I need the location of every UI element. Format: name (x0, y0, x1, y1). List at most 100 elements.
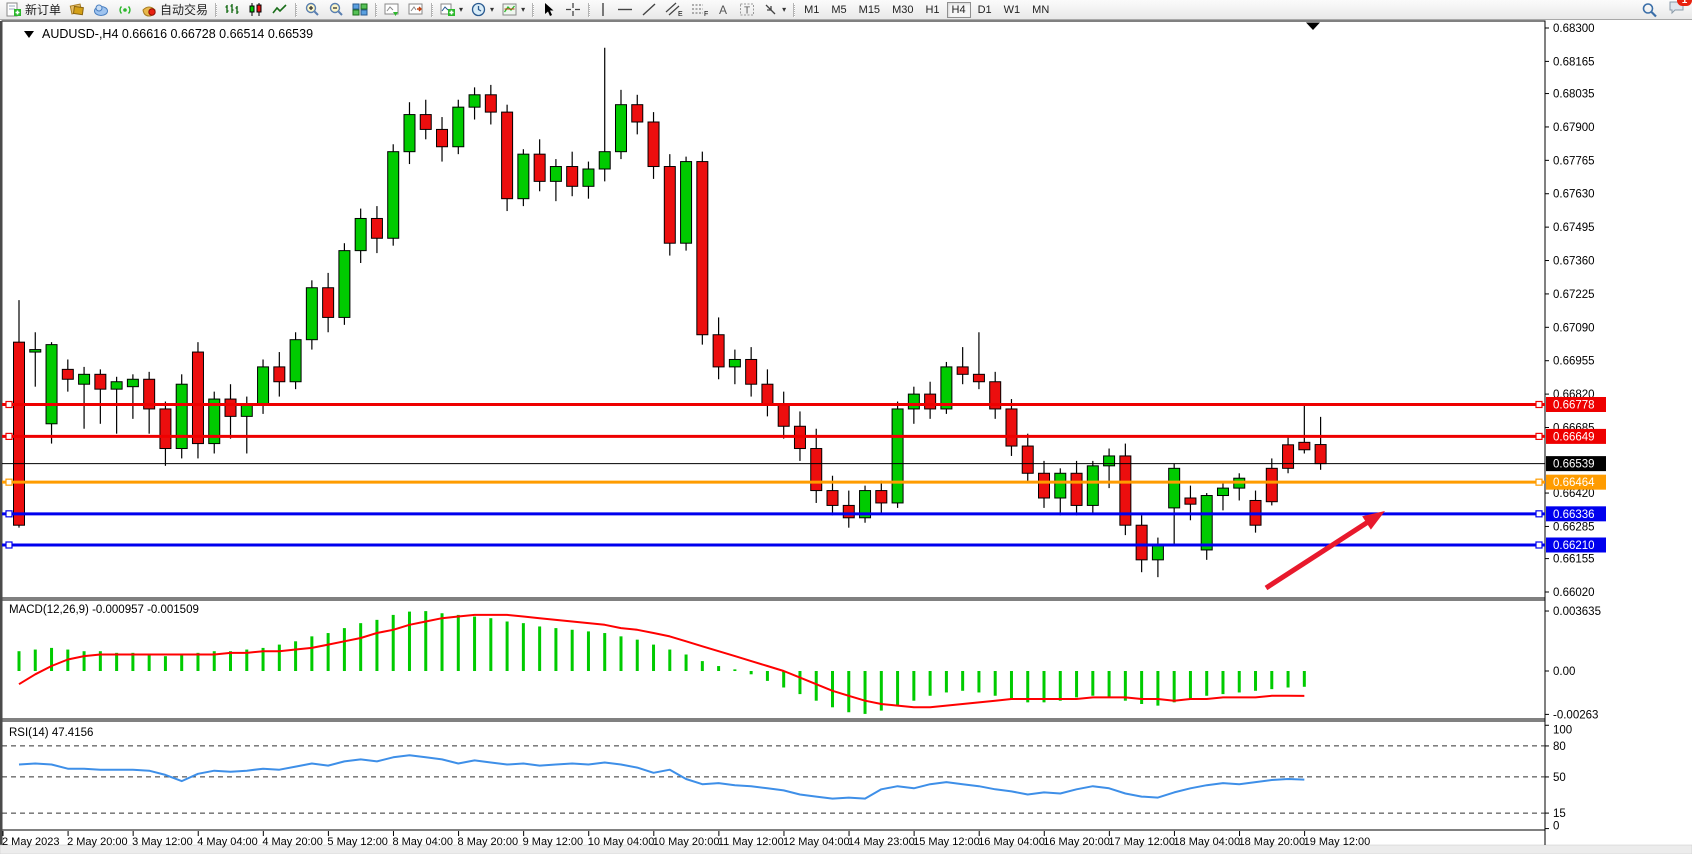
equidistant-channel-button[interactable]: E (661, 1, 687, 18)
fibonacci-button[interactable]: F (687, 1, 713, 18)
timeframe-button-M15[interactable]: M15 (854, 2, 885, 18)
candlestick (566, 151, 579, 197)
price-badge-label: 0.66539 (1553, 459, 1595, 471)
time-tick-label: 19 May 12:00 (1304, 836, 1371, 848)
chat-badge: 1 (1677, 0, 1692, 6)
timeframe-button-M1[interactable]: M1 (799, 2, 824, 18)
community-button[interactable] (89, 1, 113, 18)
crosshair-button[interactable] (561, 1, 585, 18)
bar-chart-button[interactable] (220, 1, 244, 18)
tile-windows-icon (352, 3, 368, 16)
search-button[interactable] (1637, 1, 1662, 18)
candlestick (728, 349, 741, 385)
zoom-out-button[interactable] (324, 1, 348, 18)
cursor-icon (545, 3, 554, 16)
periods-button[interactable]: ▾ (467, 1, 498, 18)
line-handle[interactable] (1535, 400, 1543, 409)
indicator-group: ▾ ▾ ▾ (436, 1, 529, 19)
candle-body-down (810, 448, 823, 492)
signals-button[interactable] (113, 1, 137, 18)
timeframe-button-MN[interactable]: MN (1027, 2, 1054, 18)
trendline-button[interactable] (637, 1, 661, 18)
cursor-button[interactable] (537, 1, 561, 18)
trend-arrow-head[interactable] (1362, 511, 1385, 530)
line-handle[interactable] (1535, 541, 1543, 549)
candle-chart-button[interactable] (244, 1, 268, 18)
candlestick (956, 347, 969, 385)
time-tick-label: 4 May 04:00 (197, 836, 258, 848)
timeframe-button-D1[interactable]: D1 (973, 2, 997, 18)
candle-body-down (745, 358, 758, 385)
horizontal-line-button[interactable] (613, 1, 637, 18)
candle-body-up (549, 166, 562, 182)
timeframe-button-H1[interactable]: H1 (920, 2, 944, 18)
tile-windows-button[interactable] (348, 1, 372, 18)
line-handle[interactable] (1535, 510, 1543, 518)
candle-body-up (468, 94, 481, 108)
timeframe-button-W1[interactable]: W1 (999, 2, 1026, 18)
chart-shift-marker[interactable] (1306, 22, 1320, 31)
auto-trading-button[interactable]: 自动交易 (137, 1, 212, 18)
timeframe-button-M5[interactable]: M5 (826, 2, 851, 18)
price-badge: 0.66649 (1546, 428, 1606, 444)
chart-shift-button[interactable] (404, 1, 428, 18)
price-tick-label: 0.66020 (1553, 587, 1595, 599)
price-tick-label: 0.67495 (1553, 222, 1595, 234)
candle-body-up (289, 339, 302, 383)
auto-trading-icon (142, 6, 156, 17)
candle-body-up (1103, 455, 1116, 467)
line-handle[interactable] (5, 432, 13, 441)
price-badge: 0.66336 (1546, 506, 1606, 522)
candlestick (94, 369, 107, 424)
candle-body-down (1038, 472, 1051, 499)
zoom-group (300, 1, 372, 19)
candlestick (305, 280, 318, 350)
bar-chart-icon (225, 4, 239, 14)
timeframe-button-M30[interactable]: M30 (887, 2, 918, 18)
candle-body-down (501, 111, 514, 200)
candle-body-down (1070, 472, 1083, 506)
candle-body-up (1216, 487, 1229, 497)
line-handle[interactable] (5, 400, 13, 409)
indicator-layer (17, 611, 1306, 800)
vertical-line-button[interactable] (593, 1, 613, 18)
text-button[interactable]: A (713, 1, 735, 18)
candlestick (1282, 436, 1295, 474)
candlestick (1216, 483, 1229, 511)
line-handle[interactable] (5, 478, 13, 486)
line-handle[interactable] (1535, 432, 1543, 441)
candle-body-down (956, 366, 969, 375)
time-tick-label: 12 May 04:00 (783, 836, 850, 848)
rsi-pane (1, 720, 1546, 831)
chat-button[interactable]: 1 (1668, 0, 1692, 20)
window-left-border (0, 21, 3, 845)
candle-body-down (370, 217, 383, 239)
annotation-layer (1264, 22, 1385, 591)
arrows-button[interactable]: ▾ (759, 1, 790, 18)
candle-body-down (777, 403, 790, 427)
text-label-button[interactable]: T (735, 1, 759, 18)
line-chart-button[interactable] (268, 1, 292, 18)
line-handle[interactable] (5, 510, 13, 518)
rsi-tick-label: 100 (1553, 724, 1572, 736)
candle-body-down (436, 128, 449, 148)
timeframe-button-H4[interactable]: H4 (946, 1, 971, 18)
candle-body-down (647, 121, 660, 168)
chart-dropdown-triangle-icon[interactable] (24, 31, 34, 38)
indicators-button[interactable]: ▾ (436, 1, 467, 18)
trend-arrow-line[interactable] (1264, 518, 1372, 591)
candle-body-down (159, 408, 172, 450)
candle-body-up (1054, 472, 1067, 499)
scroll-group (380, 1, 428, 19)
zoom-in-button[interactable] (300, 1, 324, 18)
auto-scroll-button[interactable] (380, 1, 404, 18)
new-order-button[interactable]: 新订单 (2, 1, 65, 18)
toolbar-separator (295, 2, 298, 17)
candle-body-down (761, 383, 774, 405)
charts-button[interactable] (65, 1, 89, 18)
line-handle[interactable] (1535, 478, 1543, 486)
candlestick (533, 139, 546, 192)
toolbar-separator (431, 2, 434, 17)
templates-button[interactable]: ▾ (498, 1, 529, 18)
line-handle[interactable] (5, 541, 13, 549)
